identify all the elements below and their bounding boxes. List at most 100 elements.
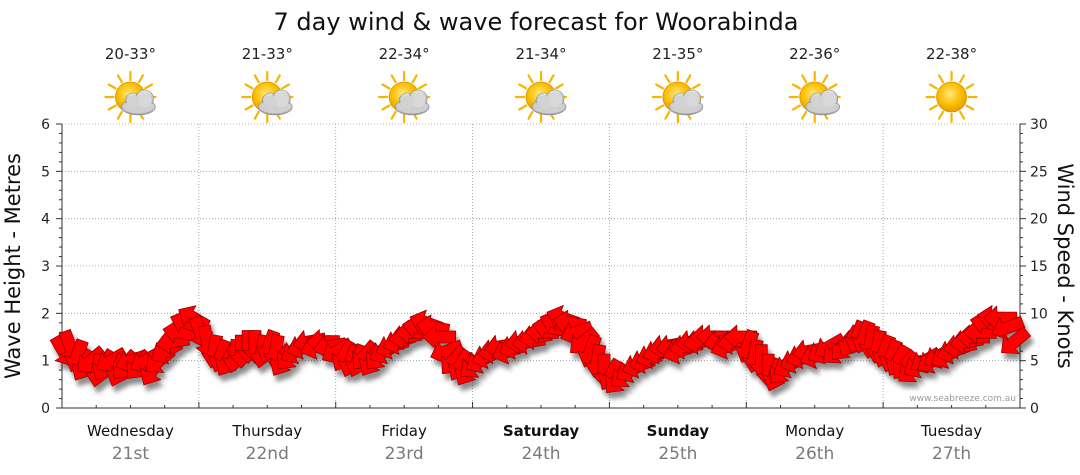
sun-ray	[685, 74, 692, 84]
sun-ray	[253, 74, 260, 84]
temperature-label: 21-34°	[515, 45, 566, 63]
day-name: Monday	[785, 422, 844, 440]
day-date: 25th	[658, 444, 697, 464]
sun-ray	[928, 104, 938, 111]
sun-ray	[417, 83, 427, 90]
right-tick-label: 5	[1030, 354, 1039, 370]
sun-ray	[144, 83, 154, 90]
sun-ray	[664, 74, 671, 84]
cloud-fill	[273, 92, 289, 108]
right-tick-label: 20	[1030, 212, 1048, 228]
sun-ray	[244, 83, 254, 90]
wind-arrow	[422, 324, 457, 350]
sun-ray	[381, 104, 391, 111]
cloud-fill	[547, 92, 563, 108]
day-date: 27th	[932, 444, 971, 464]
gridlines	[61, 123, 1021, 408]
temperature-label: 20-33°	[105, 45, 156, 63]
temperature-label: 21-33°	[242, 45, 293, 63]
day-labels: Wednesday 21st Thursday 22nd Friday 23rd Satur…	[87, 422, 982, 464]
cloud-fill	[400, 95, 414, 109]
sun-ray	[691, 83, 701, 90]
right-tick-label: 25	[1030, 164, 1048, 180]
sun-ray	[390, 110, 397, 120]
left-axis-label: Wave Height - Metres	[1, 153, 25, 379]
sun-ray	[518, 83, 528, 90]
day-name: Sunday	[647, 422, 710, 440]
wind-arrow	[1001, 326, 1032, 354]
sun-cloud-icon	[104, 70, 157, 124]
wind-arrow-shape	[1001, 326, 1032, 354]
sun-ray	[554, 83, 564, 90]
wind-arrow-shape	[422, 324, 457, 350]
sun-ray	[655, 83, 665, 90]
left-tick-label: 5	[41, 164, 50, 180]
cloud-fill	[821, 92, 837, 108]
sun-cloud-icon	[241, 70, 294, 124]
watermark: www.seabreeze.com.au	[909, 394, 1016, 404]
temperature-label: 22-34°	[379, 45, 430, 63]
day-name: Friday	[381, 422, 427, 440]
sun-icon	[925, 70, 978, 124]
cloud-fill	[684, 92, 700, 108]
sun-ray	[801, 74, 808, 84]
chart-title: 7 day wind & wave forecast for Woorabind…	[274, 8, 799, 36]
right-axis-label: Wind Speed - Knots	[1053, 163, 1077, 368]
sun-cloud-icon	[651, 70, 704, 124]
right-tick-label: 30	[1030, 117, 1048, 133]
sun-ray	[280, 83, 291, 90]
sun-ray	[107, 83, 117, 90]
cloud-shape	[121, 89, 156, 116]
sun-ray	[958, 74, 966, 84]
cloud-fill	[263, 95, 277, 109]
temperature-label: 21-35°	[652, 45, 703, 63]
sun-ray	[244, 104, 254, 111]
sun-ray	[390, 74, 397, 84]
right-tick-label: 15	[1030, 259, 1048, 275]
sun-cloud-icon	[378, 70, 431, 124]
sun-ray	[116, 110, 124, 120]
day-name: Saturday	[503, 422, 580, 440]
sun-ray	[958, 110, 966, 120]
left-tick-label: 1	[41, 354, 50, 370]
sun-ray	[253, 110, 260, 120]
temperature-label: 22-38°	[926, 45, 977, 63]
cloud-shape	[668, 89, 704, 116]
day-date: 21st	[112, 444, 149, 464]
sun-ray	[116, 74, 124, 84]
left-tick-label: 4	[41, 212, 50, 228]
left-tick-label: 2	[41, 306, 50, 322]
cloud-fill	[537, 95, 551, 109]
right-tick-label: 10	[1030, 306, 1048, 322]
sun-ray	[965, 83, 975, 90]
sun-ray	[527, 110, 534, 120]
sun-ray	[655, 104, 665, 111]
temperature-label: 22-36°	[789, 45, 840, 63]
sun-ray	[791, 83, 802, 90]
day-date: 23rd	[385, 444, 424, 464]
sun-ray	[828, 83, 838, 90]
sun-ray	[137, 74, 145, 84]
left-tick-label: 3	[41, 259, 50, 275]
sun-ray	[822, 74, 829, 84]
sun-ray	[664, 110, 671, 120]
weather-row: 20-33° 21-33° 22-34° 21-34° 21-35° 22-36° 22-3…	[104, 45, 978, 124]
sun-ray	[548, 74, 555, 84]
sun-ray	[518, 104, 528, 111]
day-date: 22nd	[246, 444, 289, 464]
day-name: Wednesday	[87, 422, 174, 440]
sun-cloud-icon	[514, 70, 568, 124]
wind-arrows	[49, 305, 1032, 394]
sun-disc	[936, 81, 967, 113]
left-tick-label: 0	[41, 401, 50, 417]
sun-ray	[274, 74, 281, 84]
sun-ray	[527, 74, 534, 84]
sun-ray	[791, 104, 802, 111]
cloud-fill	[126, 95, 140, 109]
wind-arrow-shape	[991, 315, 1026, 341]
sun-ray	[937, 110, 945, 120]
day-date: 24th	[521, 444, 560, 464]
sun-ray	[801, 110, 808, 120]
day-date: 26th	[795, 444, 834, 464]
